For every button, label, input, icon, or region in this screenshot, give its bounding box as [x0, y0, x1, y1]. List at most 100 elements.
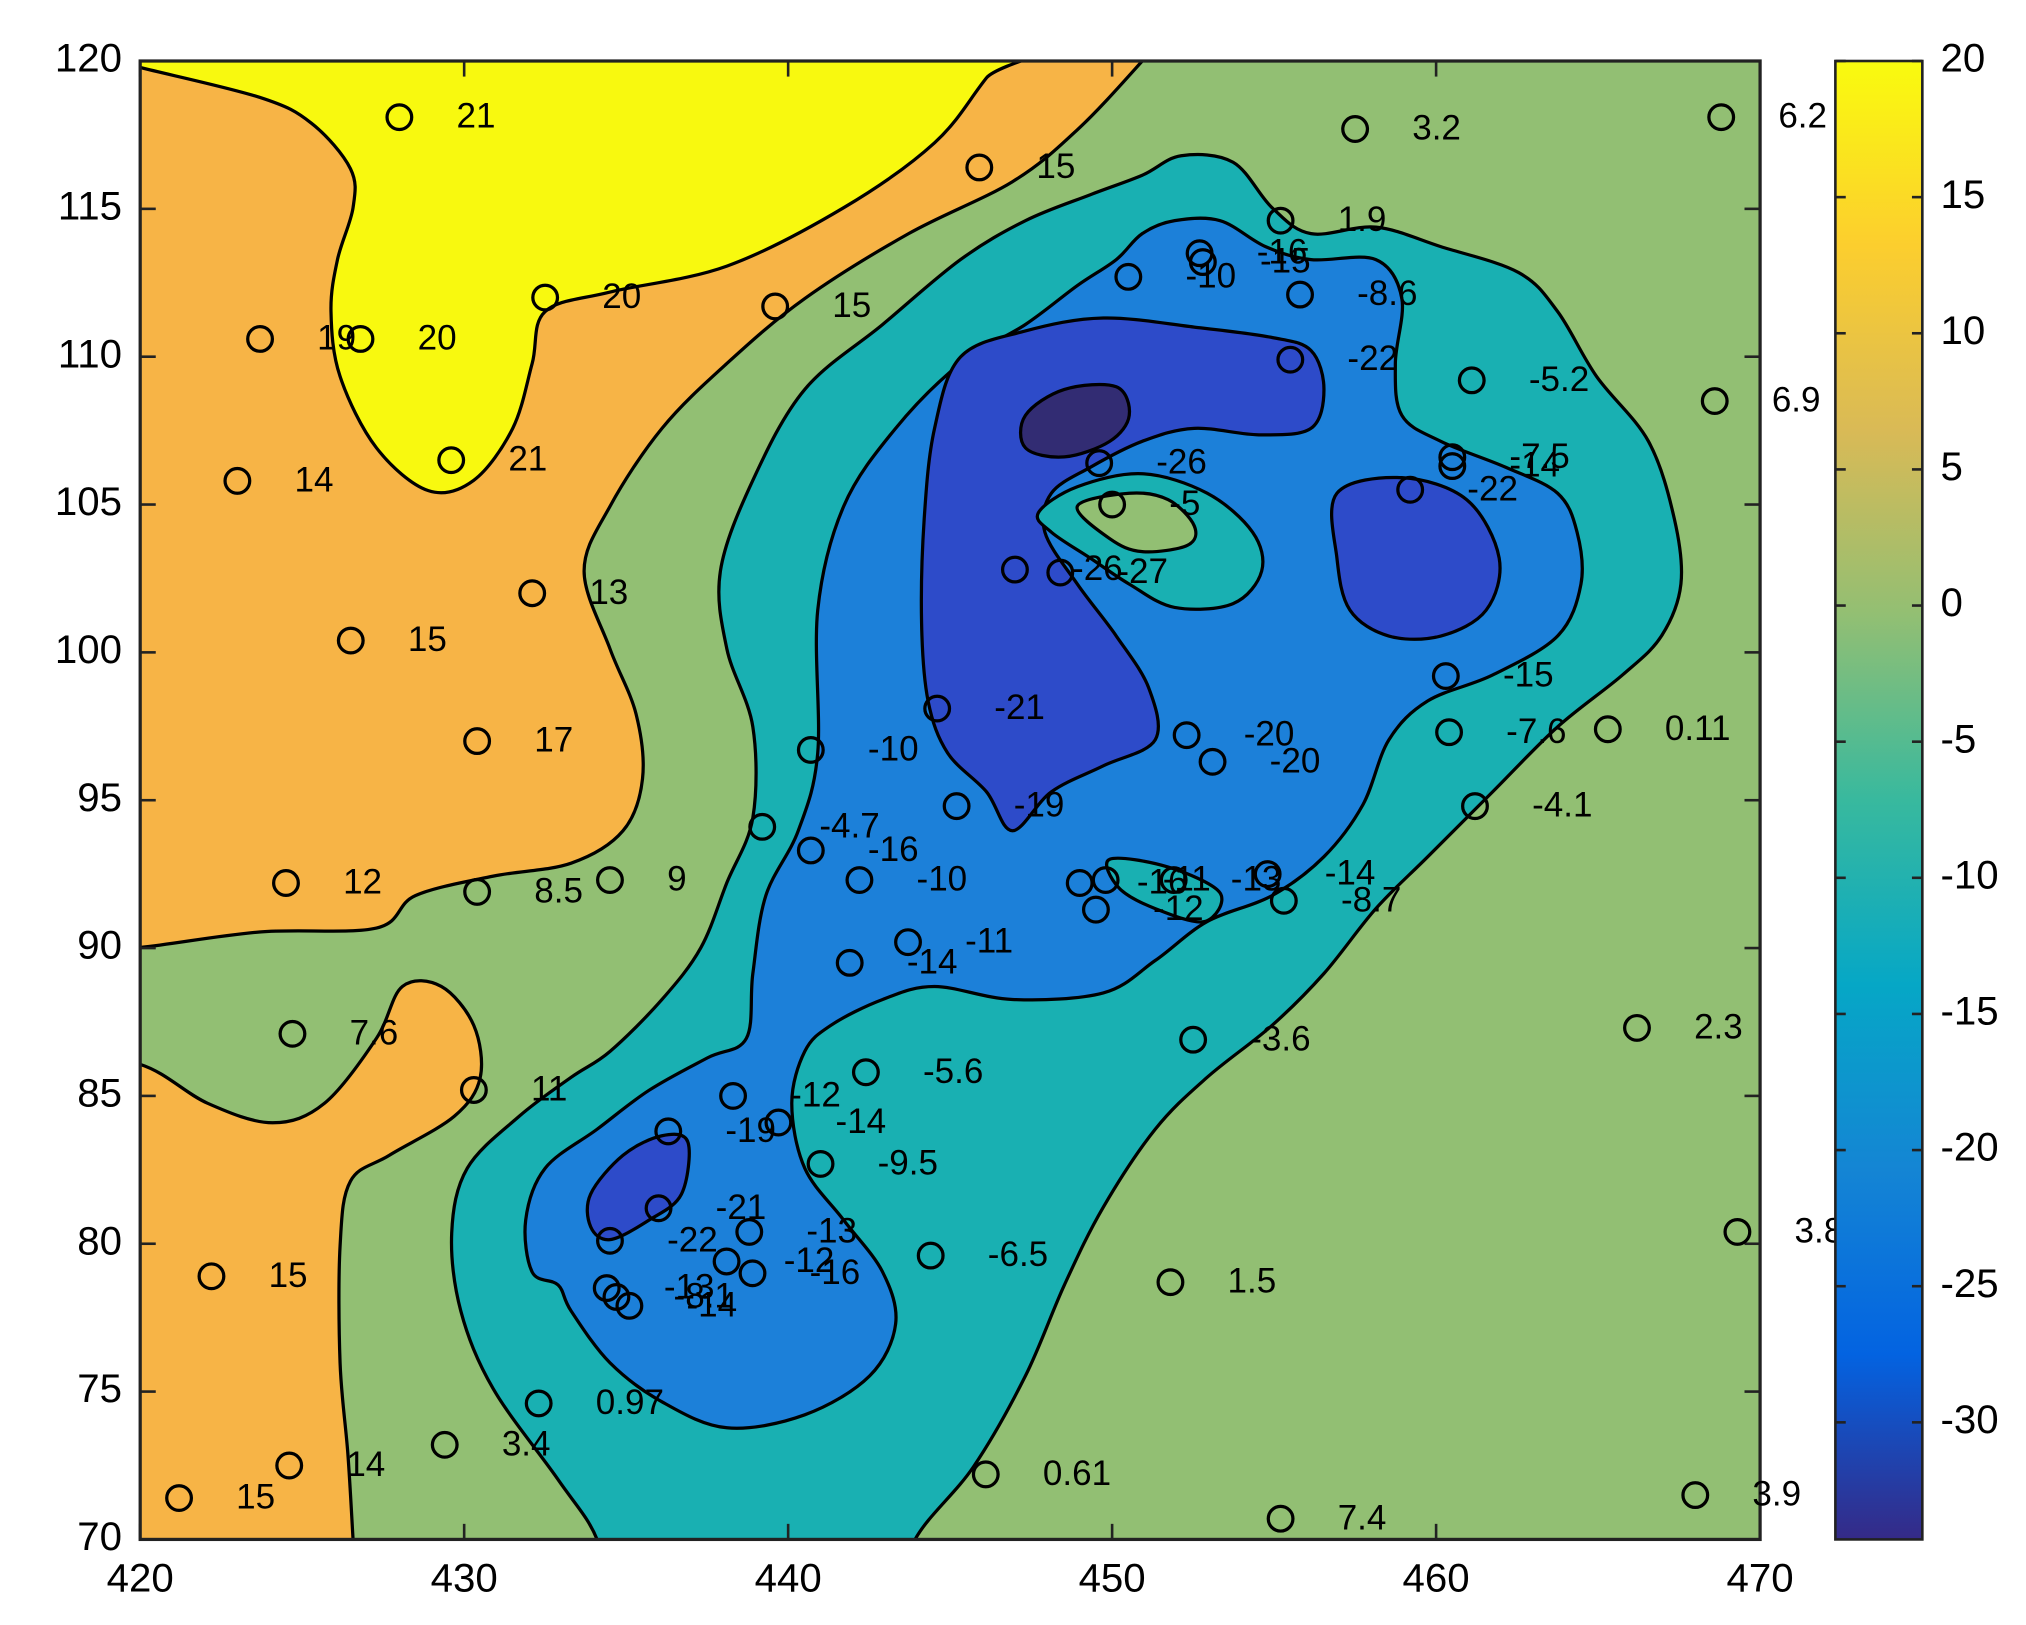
point-label: 15: [1036, 147, 1075, 186]
sample-point: [275, 1451, 304, 1480]
sample-point: [596, 1226, 624, 1255]
sample-point: [1269, 886, 1298, 915]
sample-point: [761, 292, 790, 321]
point-label: -19: [725, 1111, 776, 1150]
point-label: 3.9: [1752, 1475, 1801, 1514]
point-label: 15: [269, 1256, 308, 1295]
point-label: 13: [589, 573, 628, 612]
colorbar: [1834, 59, 1924, 1541]
point-label: 17: [534, 721, 573, 760]
sample-point: [1435, 718, 1464, 747]
colorbar-tick-label: 0: [1941, 580, 1963, 625]
point-label: -16: [1257, 233, 1308, 272]
point-label: -14: [687, 1285, 738, 1324]
sample-point: [738, 1259, 767, 1288]
sample-point: [463, 877, 492, 906]
sample-point: [1623, 1013, 1651, 1042]
point-label: 6.2: [1778, 97, 1827, 136]
point-label: -12: [1153, 889, 1204, 928]
point-label: 8.5: [534, 871, 583, 910]
sample-point: [1593, 715, 1622, 744]
point-label: 2.3: [1694, 1007, 1743, 1046]
sample-point: [1707, 103, 1736, 132]
sample-point: [1457, 366, 1486, 395]
sample-point: [845, 866, 874, 895]
sample-point: [531, 283, 560, 312]
y-tick-label: 115: [58, 183, 122, 228]
sample-point: [1098, 490, 1127, 519]
point-label: -22: [667, 1220, 718, 1259]
point-label: -26: [1156, 443, 1207, 482]
point-label: -5.2: [1529, 360, 1589, 399]
sample-point: [796, 735, 825, 764]
sample-point: [437, 446, 466, 475]
point-label: -15: [1260, 242, 1311, 281]
point-label: -14: [1325, 854, 1376, 893]
point-label: 12: [343, 863, 382, 902]
sample-point: [385, 103, 414, 132]
sample-point: [764, 1108, 793, 1137]
contour-band: [140, 979, 484, 1540]
sample-point: [615, 1291, 644, 1320]
sample-point: [835, 948, 864, 977]
sample-point: [916, 1241, 945, 1270]
y-tick-label: 100: [55, 627, 122, 672]
point-label: 14: [346, 1445, 385, 1484]
point-label: -4.1: [1532, 786, 1592, 825]
point-label: -5.6: [923, 1052, 983, 1091]
point-label: -10: [1185, 256, 1236, 295]
point-label: -14: [1509, 446, 1560, 485]
sample-point: [1276, 345, 1305, 374]
x-tick-label: 450: [1079, 1556, 1146, 1601]
point-label: 21: [508, 440, 547, 479]
sample-point: [223, 466, 252, 495]
point-label: 21: [456, 97, 495, 136]
point-label: -21: [994, 688, 1045, 727]
point-label: -15: [1503, 656, 1554, 695]
y-tick-label: 70: [77, 1514, 122, 1559]
colorbar-tick-label: -25: [1941, 1261, 1999, 1306]
sample-point: [1438, 443, 1467, 472]
sample-point: [1341, 115, 1370, 143]
sample-point: [165, 1484, 194, 1512]
point-label: -11: [965, 922, 1013, 961]
x-tick-label: 470: [1727, 1556, 1794, 1601]
sample-point: [1396, 475, 1425, 504]
colorbar-tick-label: -30: [1941, 1397, 1999, 1442]
sample-point: [796, 836, 825, 865]
colorbar-tick-label: -20: [1941, 1125, 1999, 1170]
sample-point: [894, 928, 922, 957]
point-label: -27: [1117, 552, 1168, 591]
sample-point: [1156, 1268, 1185, 1297]
point-label: -20: [1270, 741, 1321, 780]
point-label: -8.6: [1357, 274, 1417, 313]
sample-point: [278, 1019, 307, 1048]
sample-point: [719, 1081, 748, 1110]
point-label: -20: [1244, 715, 1295, 754]
sample-point: [1438, 452, 1467, 481]
sample-point: [336, 626, 365, 655]
sample-point: [644, 1194, 673, 1223]
sample-point: [654, 1117, 683, 1146]
x-tick-label: 430: [431, 1556, 498, 1601]
point-label: -3.6: [1250, 1019, 1310, 1058]
sample-point: [942, 792, 971, 821]
sample-point: [1198, 747, 1227, 776]
sample-point: [1700, 387, 1729, 415]
point-label: -13: [806, 1211, 857, 1250]
point-label: -26: [1072, 549, 1123, 588]
sample-point: [524, 1389, 553, 1418]
point-label: 6.9: [1772, 381, 1821, 420]
contour-band: [140, 61, 1026, 495]
point-label: 15: [408, 620, 447, 659]
point-label: 7.4: [1338, 1498, 1387, 1537]
sample-point: [430, 1430, 459, 1459]
point-label: -14: [836, 1102, 887, 1141]
sample-point: [1159, 866, 1188, 895]
sample-point: [1431, 662, 1460, 690]
point-label: -8.7: [1341, 880, 1401, 919]
contour-band: [585, 1132, 691, 1242]
sample-point: [592, 1274, 621, 1303]
sample-point: [1091, 866, 1120, 895]
